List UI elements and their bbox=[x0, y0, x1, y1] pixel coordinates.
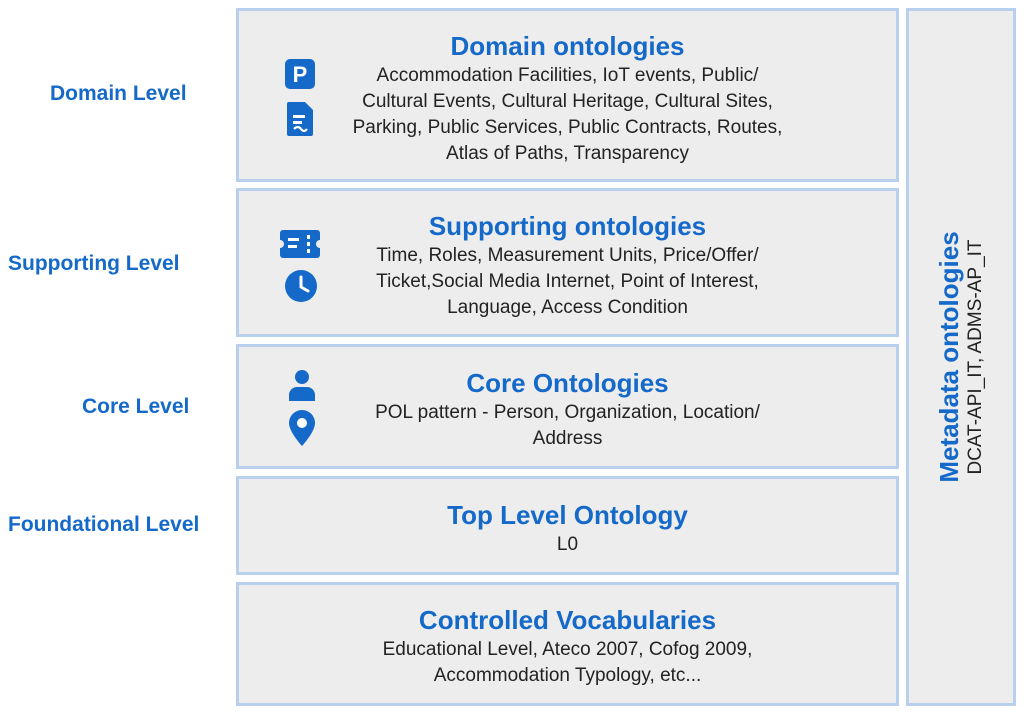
description-line: Parking, Public Services, Public Contrac… bbox=[352, 117, 783, 138]
core-ontologies-title: Core Ontologies bbox=[466, 368, 669, 398]
top-level-ontology-description: L0 bbox=[239, 532, 896, 558]
description-line: Time, Roles, Measurement Units, Price/Of… bbox=[376, 245, 759, 266]
supporting-ontologies-box: Supporting ontologies Time, Roles, Measu… bbox=[236, 188, 899, 337]
metadata-ontologies-text: Metadata ontologies DCAT-API_IT, ADMS-AP… bbox=[934, 231, 988, 482]
svg-text:P: P bbox=[293, 62, 308, 87]
core-ontologies-box: Core Ontologies POL pattern - Person, Or… bbox=[236, 344, 899, 469]
location-pin-icon bbox=[288, 409, 316, 452]
domain-ontologies-title: Domain ontologies bbox=[450, 31, 685, 61]
description-line: Accommodation Facilities, IoT events, Pu… bbox=[376, 65, 759, 86]
controlled-vocabularies-box: Controlled Vocabularies Educational Leve… bbox=[236, 582, 899, 706]
domain-ontologies-description: Accommodation Facilities, IoT events, Pu… bbox=[239, 63, 896, 167]
foundational-level-label: Foundational Level bbox=[8, 513, 200, 536]
description-line: Educational Level, Ateco 2007, Cofog 200… bbox=[382, 639, 753, 660]
top-level-ontology-box: Top Level Ontology L0 bbox=[236, 476, 899, 575]
description-line: Cultural Events, Cultural Heritage, Cult… bbox=[362, 91, 773, 112]
domain-ontologies-box: P Domain ontologies Accommodation Facili… bbox=[236, 8, 899, 182]
description-line: POL pattern - Person, Organization, Loca… bbox=[375, 402, 760, 423]
description-line: Atlas of Paths, Transparency bbox=[446, 143, 689, 164]
clock-icon bbox=[284, 269, 318, 308]
controlled-vocabularies-description: Educational Level, Ateco 2007, Cofog 200… bbox=[239, 637, 896, 689]
metadata-ontologies-title: Metadata ontologies bbox=[934, 231, 964, 483]
top-level-ontology-title: Top Level Ontology bbox=[447, 500, 688, 530]
supporting-ontologies-description: Time, Roles, Measurement Units, Price/Of… bbox=[239, 243, 896, 321]
controlled-vocabularies-title: Controlled Vocabularies bbox=[418, 605, 717, 635]
core-ontologies-description: POL pattern - Person, Organization, Loca… bbox=[239, 400, 896, 452]
description-line: Address bbox=[532, 428, 603, 449]
person-icon bbox=[287, 369, 317, 408]
document-icon bbox=[286, 101, 314, 142]
supporting-ontologies-title: Supporting ontologies bbox=[428, 211, 707, 241]
supporting-level-label: Supporting Level bbox=[8, 252, 180, 275]
domain-level-label: Domain Level bbox=[50, 82, 187, 105]
description-line: L0 bbox=[556, 534, 579, 555]
description-line: Ticket,Social Media Internet, Point of I… bbox=[376, 271, 759, 292]
metadata-ontologies-description: DCAT-API_IT, ADMS-AP_IT bbox=[965, 239, 986, 475]
ticket-icon bbox=[279, 228, 321, 265]
description-line: Accommodation Typology, etc... bbox=[433, 665, 702, 686]
metadata-ontologies-box: Metadata ontologies DCAT-API_IT, ADMS-AP… bbox=[906, 8, 1016, 706]
core-level-label: Core Level bbox=[82, 395, 190, 418]
parking-icon: P bbox=[284, 58, 316, 95]
description-line: Language, Access Condition bbox=[447, 297, 688, 318]
